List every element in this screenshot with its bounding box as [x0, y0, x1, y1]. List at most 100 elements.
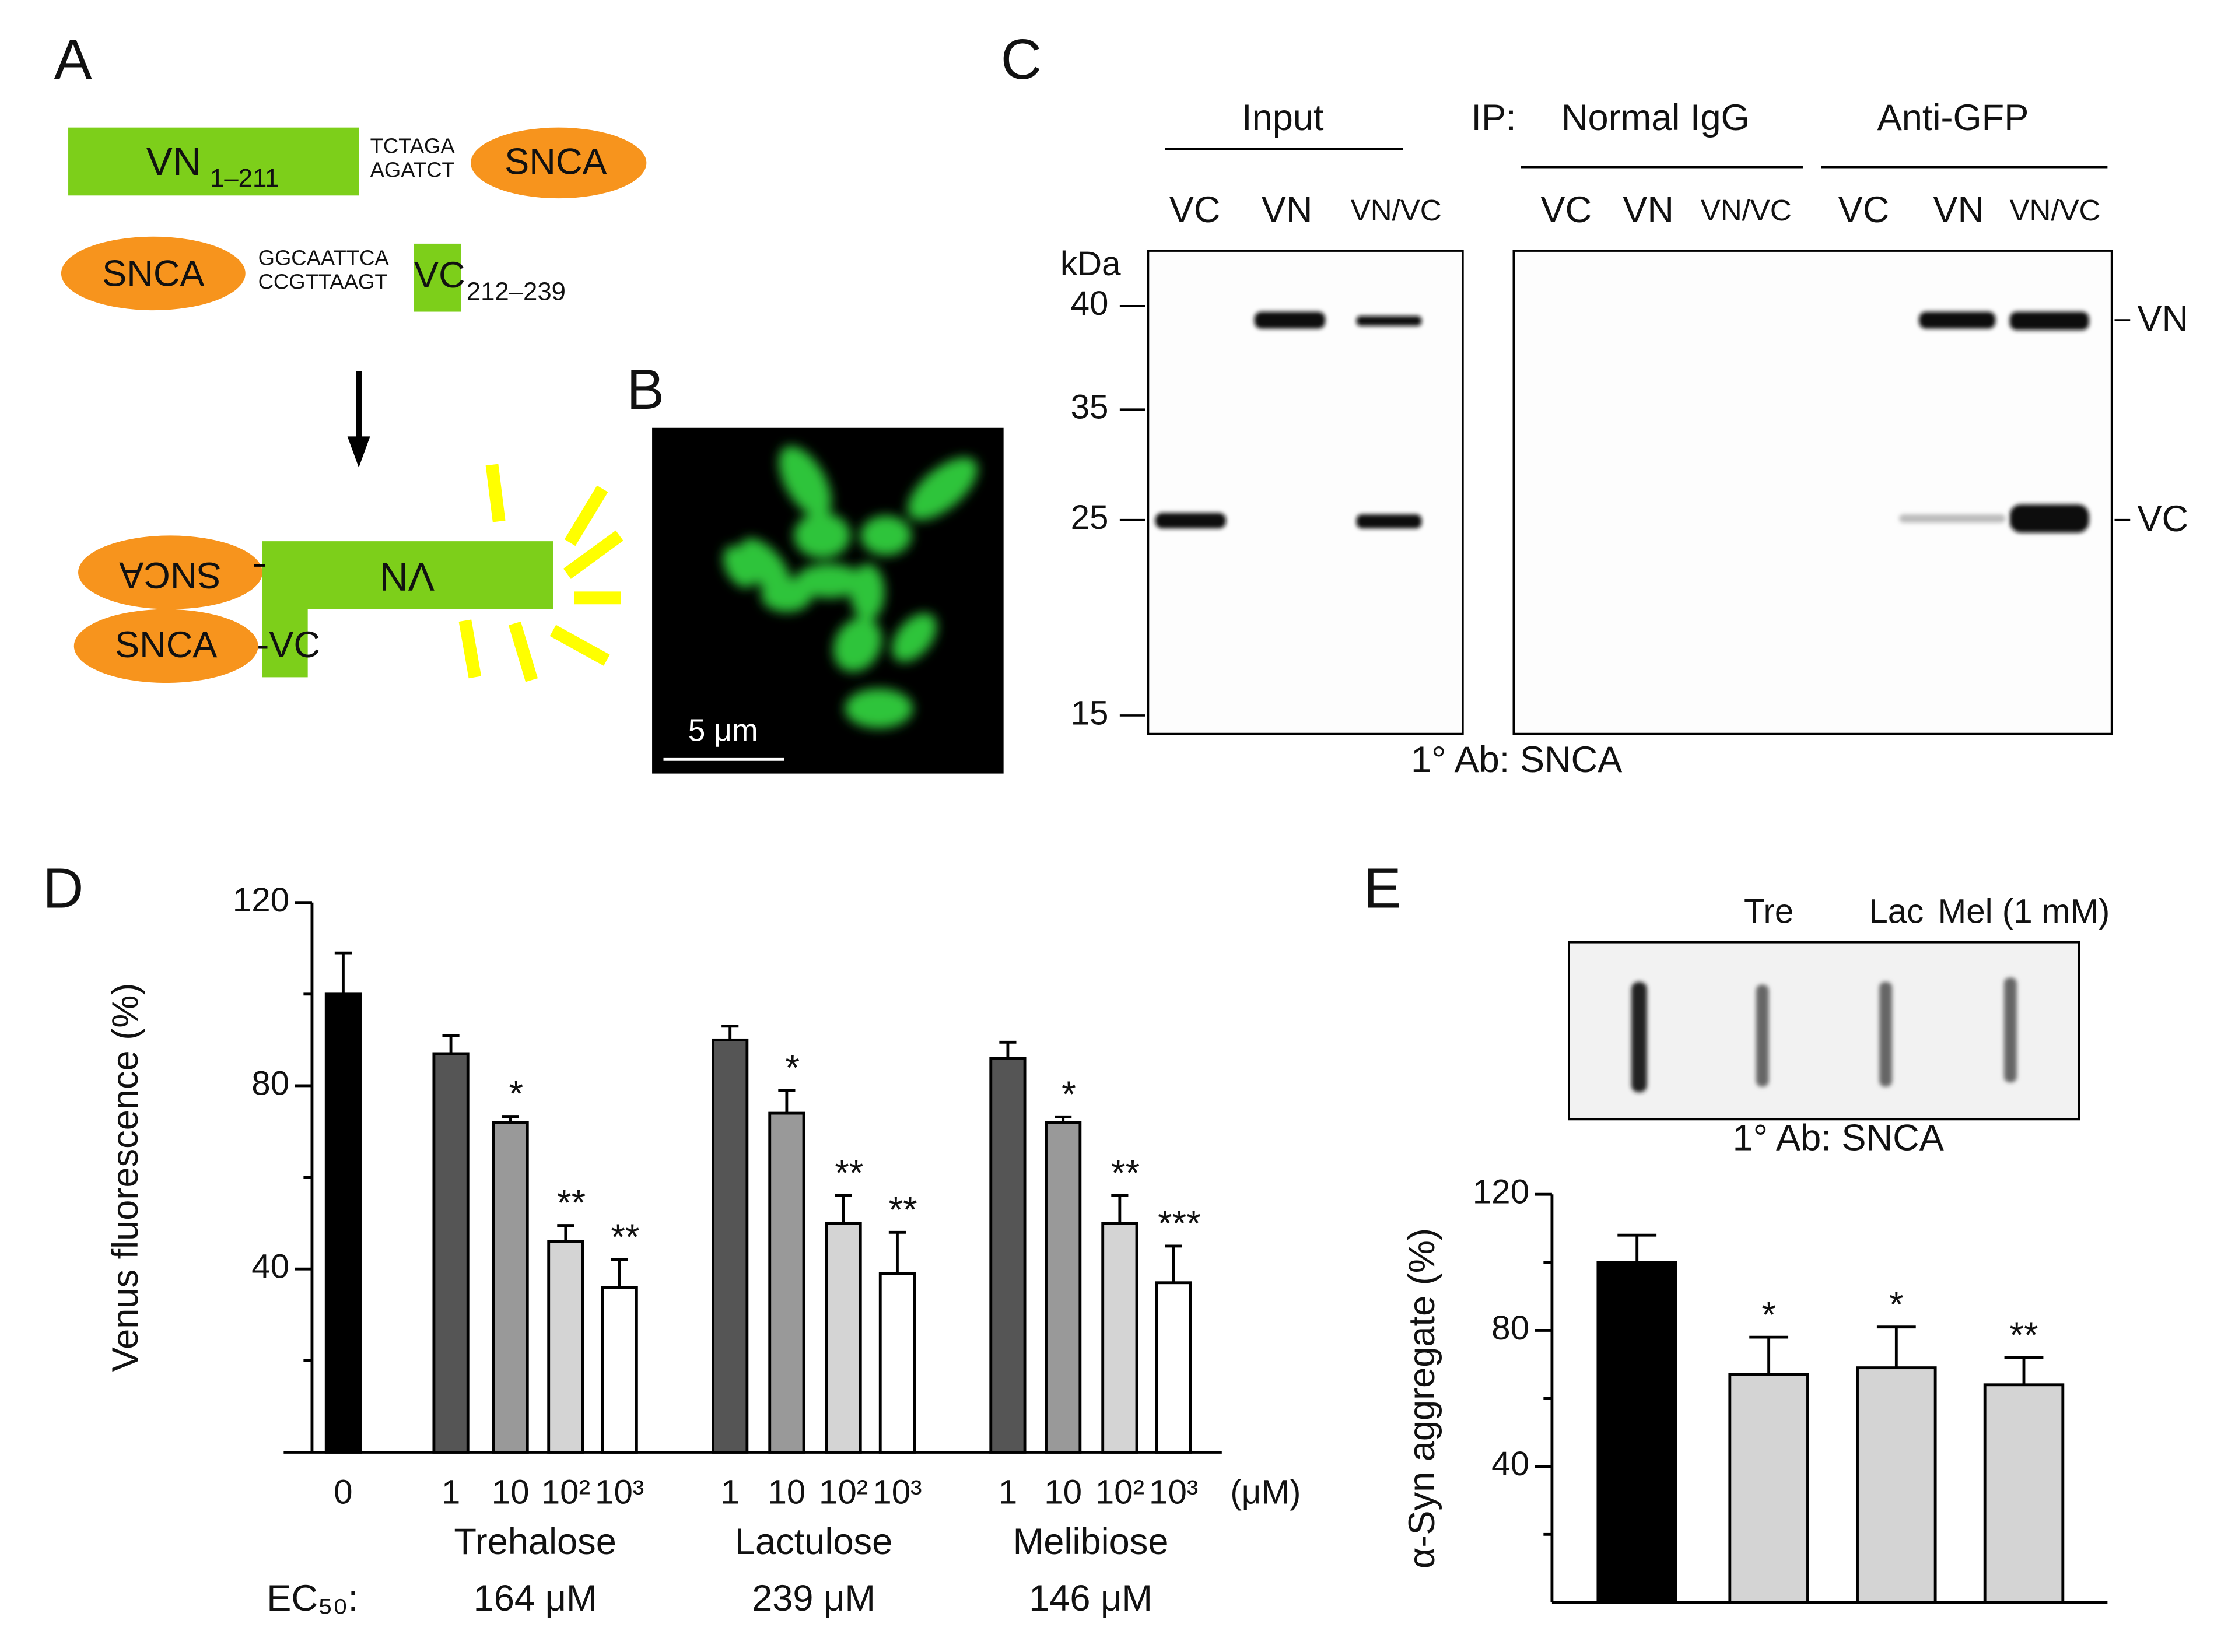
sequence: CCGTTAAGT [258, 270, 388, 294]
y-tick-label: 120 [1473, 1173, 1529, 1211]
x-tick-label: 1 [720, 1474, 739, 1511]
cell [795, 564, 864, 598]
lane-label: VN/VC [1351, 194, 1442, 227]
group-label: Melibiose [1013, 1521, 1169, 1562]
significance: ** [557, 1183, 586, 1223]
x-tick-label: 10³ [595, 1474, 644, 1511]
bar [989, 1057, 1027, 1454]
ec50-value: 239 μM [752, 1578, 875, 1619]
significance: ** [889, 1190, 917, 1230]
header: Input [1242, 97, 1324, 138]
slot-blot [1568, 941, 2080, 1121]
bar [1101, 1222, 1138, 1454]
ray [563, 530, 623, 579]
y-tick-label: 120 [233, 881, 289, 919]
ec50-value: 164 μM [474, 1578, 597, 1619]
band-label: VC [2137, 499, 2188, 539]
significance: ** [835, 1153, 863, 1194]
snca-label: SNCA [115, 625, 217, 665]
x-tick-label: 0 [334, 1474, 352, 1511]
cells [723, 446, 978, 728]
panel-label: C [1001, 27, 1042, 91]
x-tick-label: 10² [541, 1474, 590, 1511]
lane-label: VC [1838, 190, 1890, 230]
band [1155, 513, 1227, 529]
significance: * [1062, 1074, 1076, 1115]
cell [761, 578, 812, 612]
x-tick-label: Lac [1869, 893, 1924, 931]
x-tick-label: Tre [1744, 893, 1793, 931]
lane-label: VN [1262, 190, 1313, 230]
mw-label: 15 [1071, 694, 1109, 732]
cell [723, 546, 757, 588]
panel-label: A [54, 27, 92, 91]
vc-label: -VC [257, 625, 320, 665]
panel-e-blot: 1° Ab: SNCA [1568, 941, 2080, 1159]
bar [432, 1052, 470, 1454]
y-axis-label: α-Syn aggregate (%) [1402, 1228, 1442, 1569]
band [1899, 514, 2006, 523]
cell [833, 618, 882, 672]
bar [712, 1038, 749, 1454]
slots [1631, 977, 2017, 1093]
bar [1856, 1366, 1937, 1604]
y-tick-label: 80 [251, 1064, 289, 1102]
x-tick-label: 10 [1044, 1474, 1082, 1511]
cell [794, 513, 851, 559]
x-tick-label: 10 [768, 1474, 805, 1511]
cell [908, 457, 978, 520]
panel-a: VN 1–211 TCTAGA AGATCT SNCA SNCA GGCAATT… [61, 127, 647, 683]
snca-label: SNCA [102, 253, 204, 294]
lane-label: VN/VC [2009, 194, 2100, 227]
ray [458, 619, 482, 679]
slot [1631, 981, 1647, 1093]
slot [1879, 981, 1893, 1087]
band [2009, 504, 2089, 533]
vn-fragment [262, 541, 553, 609]
vn-range: 1–211 [210, 164, 279, 192]
y-axis-label: Venus fluorescence (%) [105, 983, 146, 1372]
bar [768, 1111, 805, 1454]
band [1254, 311, 1326, 329]
y-tick-label: 40 [1491, 1445, 1529, 1483]
scale-label: 5 μm [688, 713, 758, 748]
bar [324, 992, 362, 1454]
significance: * [1889, 1284, 1904, 1325]
panel-label: E [1364, 856, 1402, 920]
mw-unit: kDa [1060, 245, 1121, 283]
blot [1147, 250, 1464, 735]
snca-domain [471, 127, 647, 199]
bar [1728, 1373, 1809, 1604]
x-unit: (μM) [1230, 1474, 1301, 1511]
snca-domain [61, 236, 246, 311]
bar [1045, 1121, 1082, 1454]
ray [508, 621, 538, 682]
lane-label: VN/VC [1701, 194, 1792, 227]
vn-label: VN [379, 555, 435, 599]
arrow-head [347, 436, 370, 468]
snca-label: SNCA [505, 142, 607, 183]
band [2009, 311, 2089, 331]
band [1356, 315, 1422, 326]
slot [1756, 984, 1769, 1087]
snca-label: SNCA [119, 555, 221, 595]
mw-label: 35 [1071, 388, 1109, 426]
y-tick-label: 40 [251, 1248, 289, 1286]
antibody-label: 1° Ab: SNCA [1411, 739, 1622, 780]
x-tick-label: 10³ [1149, 1474, 1198, 1511]
bar [825, 1222, 862, 1454]
panel-b: 5 μm [652, 427, 1004, 774]
sequence: GGCAATTCA [258, 245, 390, 269]
lane-label: VC [1169, 190, 1221, 230]
bar [492, 1121, 529, 1454]
mw-label: 25 [1071, 499, 1109, 536]
band [1356, 514, 1422, 529]
panel-label: B [626, 357, 664, 421]
lane-label: VC [1540, 190, 1592, 230]
x-tick-label: 1 [442, 1474, 460, 1511]
ec50-label: EC₅₀: [267, 1578, 358, 1619]
vc-fragment [262, 609, 308, 678]
panel-label: D [43, 856, 83, 920]
x-tick-label: 10² [819, 1474, 868, 1511]
